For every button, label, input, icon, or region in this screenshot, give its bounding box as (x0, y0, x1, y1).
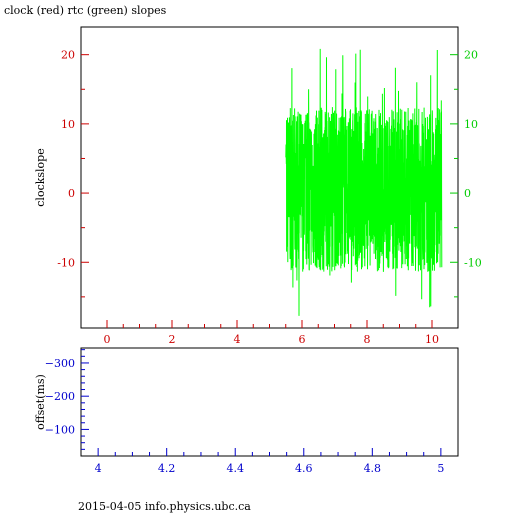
offset-x-tick-label: 4 (95, 462, 102, 475)
x-tick-label: 0 (104, 333, 111, 346)
offset-x-tick-label: 4.2 (158, 462, 176, 475)
y-tick-label-left: 20 (61, 49, 75, 62)
offset-x-tick-label: 4.6 (295, 462, 313, 475)
y-tick-label-right: -10 (464, 256, 482, 269)
x-tick-label: 10 (425, 333, 439, 346)
offset-y-tick-label: −300 (45, 357, 75, 370)
offset-y-tick-label: −100 (45, 423, 75, 436)
x-tick-label: 8 (364, 333, 371, 346)
y-tick-label-left: 0 (68, 187, 75, 200)
offset-y-tick-label: −200 (45, 390, 75, 403)
footer-text: 2015-04-05 info.physics.ubc.ca (78, 500, 251, 513)
series-line-rtc (285, 48, 443, 316)
chart-title: clock (red) rtc (green) slopes (4, 4, 167, 17)
y-tick-label-right: 10 (464, 118, 478, 131)
y-tick-label-left: 10 (61, 118, 75, 131)
offset-y-axis-label: offset(ms) (34, 374, 47, 430)
y-axis-label: clockslope (34, 148, 47, 206)
offset-x-tick-label: 4.8 (364, 462, 382, 475)
y-tick-label-right: 20 (464, 49, 478, 62)
offset-x-tick-label: 5 (437, 462, 444, 475)
offset-x-tick-label: 4.4 (226, 462, 244, 475)
x-tick-label: 4 (234, 333, 241, 346)
x-tick-label: 6 (299, 333, 306, 346)
y-tick-label-right: 0 (464, 187, 471, 200)
x-tick-label: 2 (169, 333, 176, 346)
y-tick-label-left: -10 (57, 256, 75, 269)
bottom-plot-frame (80, 347, 459, 457)
